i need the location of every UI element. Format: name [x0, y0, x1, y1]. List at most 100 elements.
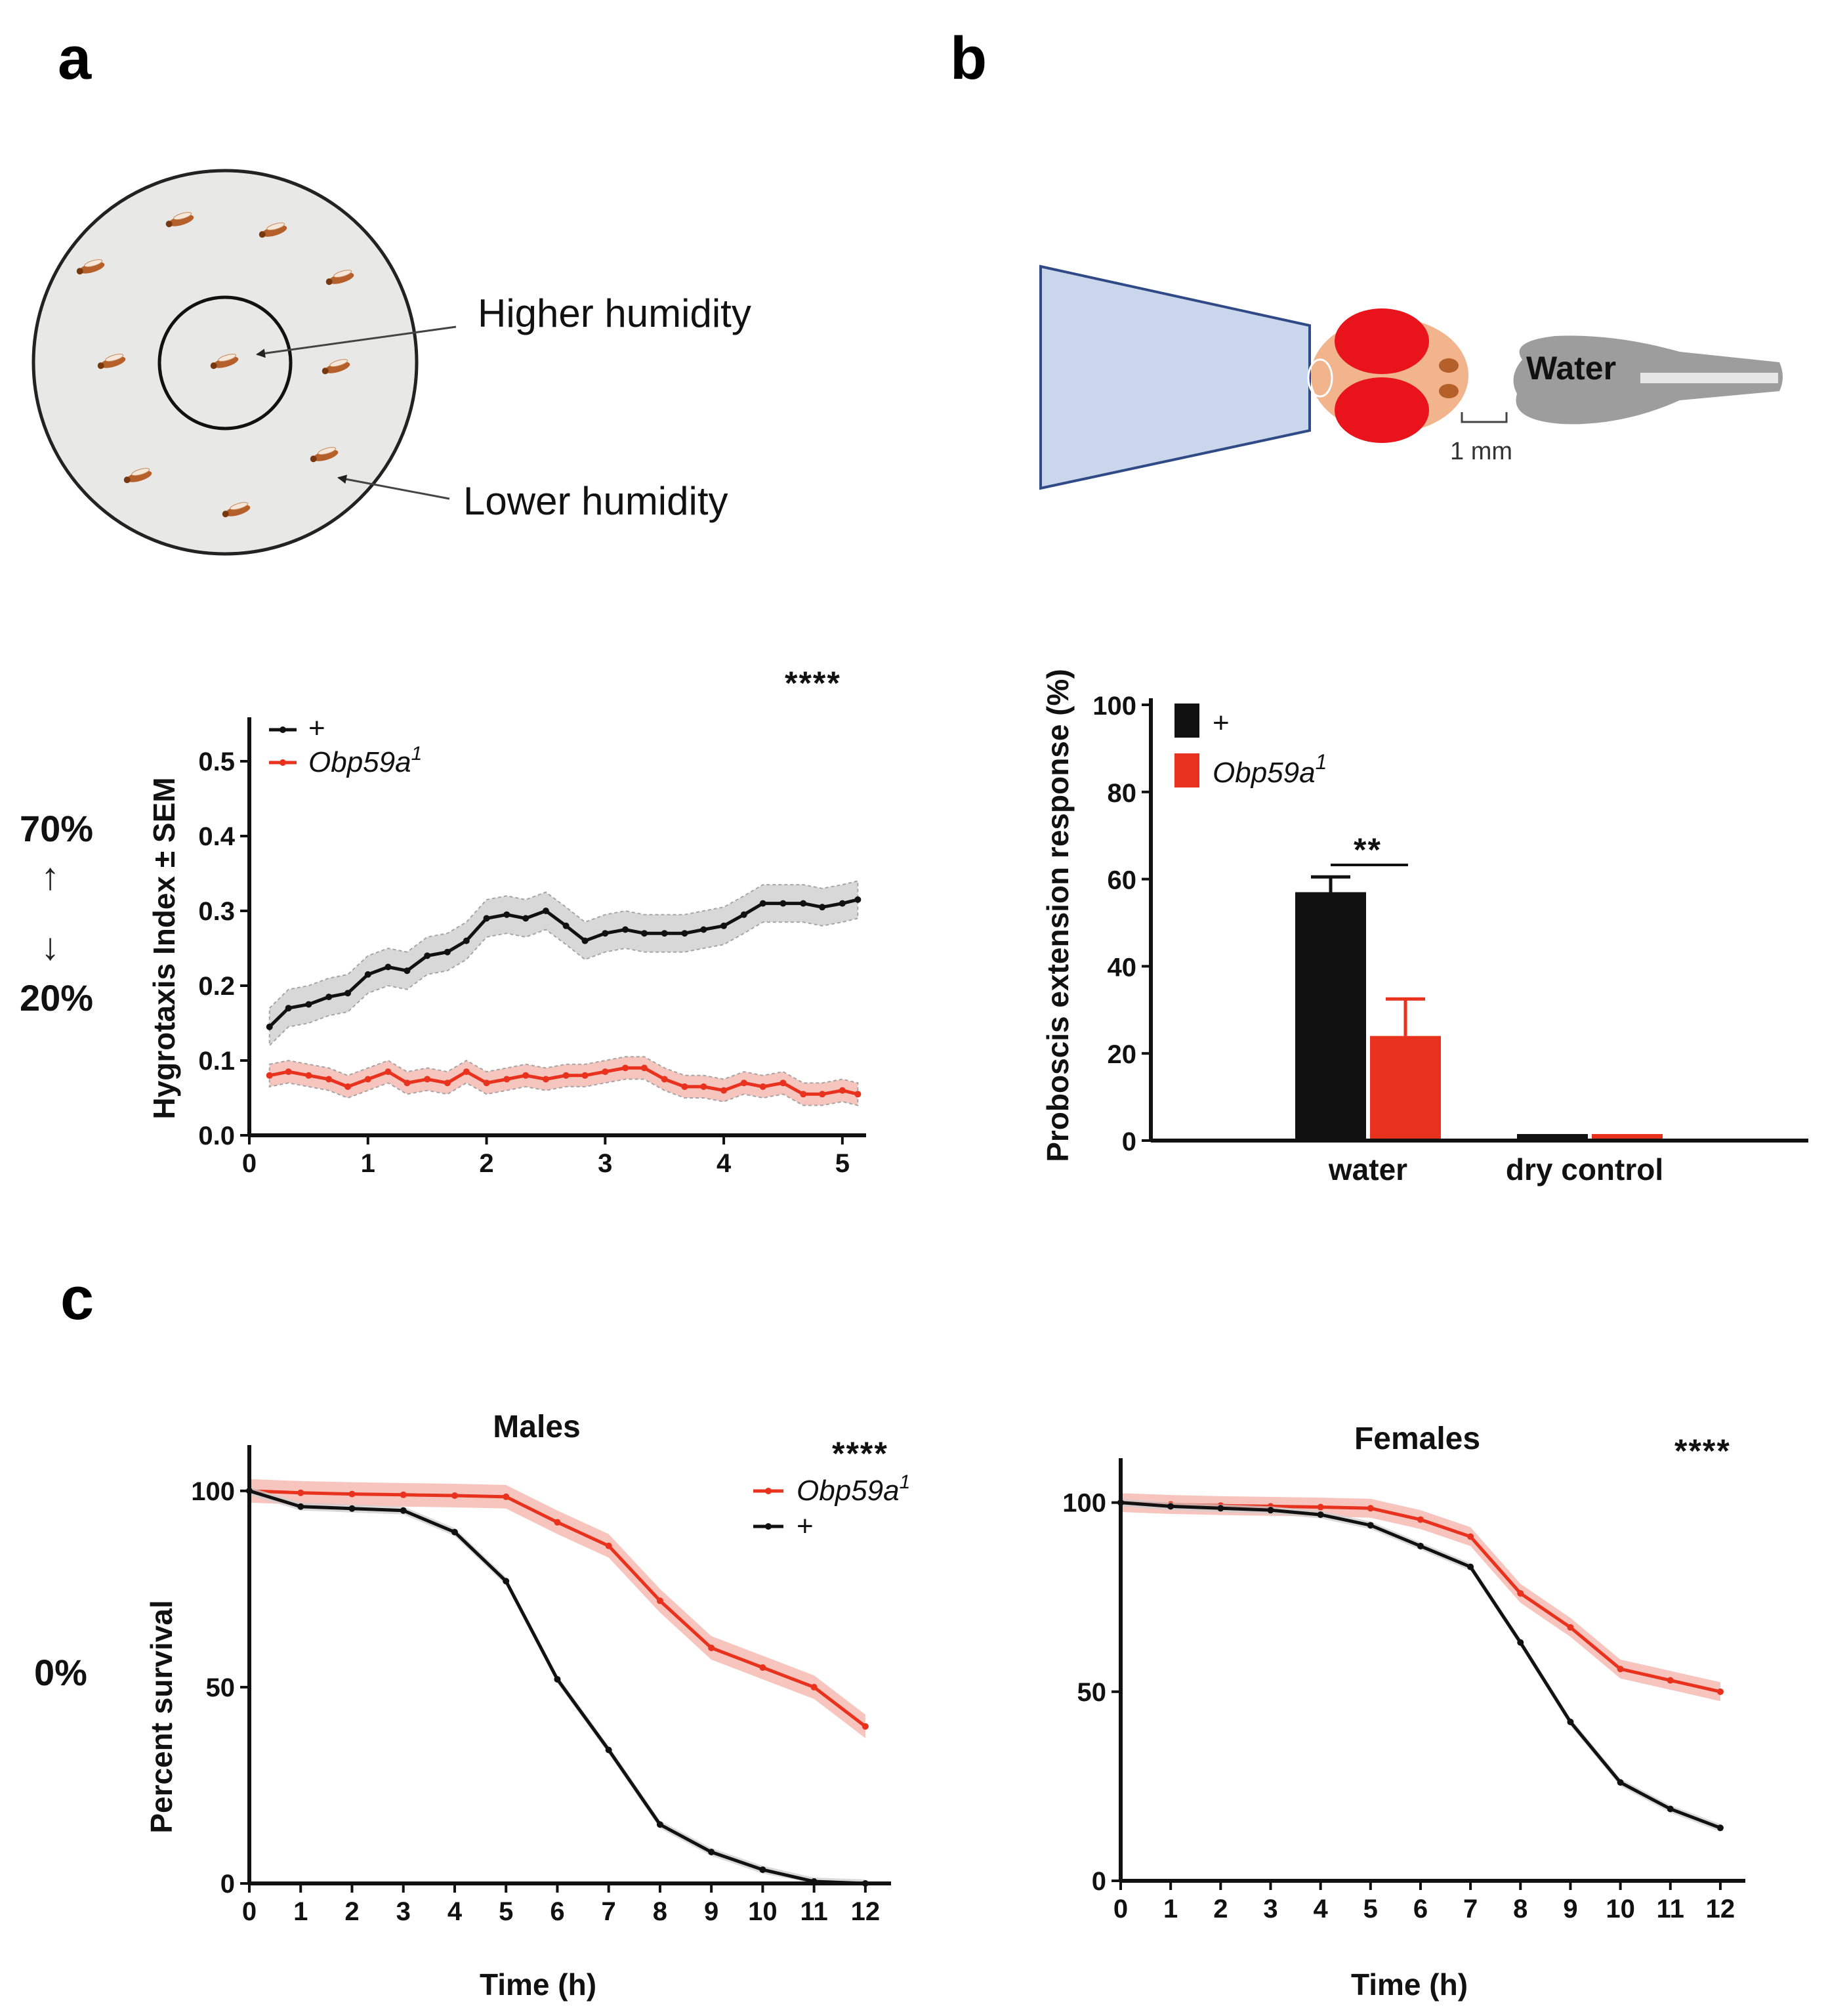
- hygro-point-control: [325, 994, 333, 1001]
- females-point-mutant: [1617, 1666, 1624, 1673]
- fly-antenna-top: [1439, 358, 1459, 373]
- fly-ocelli: [1307, 358, 1333, 398]
- males-point-mutant: [503, 1493, 510, 1500]
- per-x-tick-label: water: [1328, 1152, 1407, 1186]
- males-point-control: [759, 1866, 766, 1874]
- fly-wing: [105, 354, 124, 362]
- per-bar-chart: Proboscis extension response (%) ** + Ob…: [1041, 669, 1808, 1186]
- hygro-point-control: [424, 952, 431, 959]
- per-legend-swatch-mutant: [1174, 753, 1199, 788]
- fly-icon: [210, 354, 239, 369]
- hygro-band-a: [268, 880, 859, 1047]
- fly-wing: [131, 468, 150, 476]
- water-needle: [1640, 373, 1778, 383]
- males-point-mutant: [708, 1645, 715, 1652]
- fly-wing: [218, 354, 237, 362]
- per-bar-control: [1295, 892, 1366, 1141]
- males-x-tick-label: 0: [242, 1897, 257, 1926]
- side-arrow-up: ↑: [41, 855, 60, 898]
- females-point-control: [1517, 1639, 1524, 1646]
- higher-humidity-pointer: [256, 326, 457, 358]
- hygro-point-control: [622, 926, 629, 933]
- fly-group: [76, 212, 354, 518]
- scale-bar: [1461, 412, 1508, 423]
- stimulator-funnel: [1039, 264, 1311, 490]
- fly-body: [213, 356, 239, 368]
- hygro-y-tick-label: 0.0: [198, 1122, 235, 1150]
- males-x-tick-label: 1: [293, 1897, 308, 1926]
- females-x-tick-label: 5: [1363, 1895, 1378, 1923]
- males-title: Males: [493, 1410, 580, 1444]
- hygro-point-control: [581, 937, 589, 944]
- hygro-point-control: [720, 922, 728, 929]
- males-point-mutant: [451, 1492, 458, 1499]
- hygro-point-control: [483, 915, 490, 922]
- males-point-mutant: [656, 1597, 663, 1605]
- hygro-point-mutant: [344, 1083, 352, 1090]
- hygro-point-control: [681, 930, 688, 937]
- females-x-tick-label: 11: [1657, 1895, 1684, 1923]
- males-point-control: [554, 1675, 561, 1683]
- males-point-control: [451, 1528, 458, 1536]
- hygro-legend-dot-mutant: [280, 759, 286, 766]
- hygro-point-control: [819, 904, 826, 911]
- per-significance: **: [1354, 831, 1382, 868]
- fly-body: [79, 262, 105, 274]
- fly-icon: [76, 259, 105, 275]
- water-label: Water: [1526, 350, 1616, 387]
- females-point-control: [1467, 1563, 1474, 1570]
- hygro-point-control: [404, 967, 411, 975]
- fly-head-dot: [123, 476, 131, 484]
- males-point-mutant: [605, 1542, 612, 1549]
- hygrotaxis-chart: **** Hygrotaxis Index ± SEM + Obp59a1 0 1…: [147, 665, 866, 1178]
- males-point-control: [503, 1578, 510, 1585]
- males-x-tick-label: 3: [396, 1897, 411, 1926]
- females-point-control: [1167, 1503, 1174, 1510]
- hygro-point-control: [463, 937, 470, 944]
- lower-humidity-label: Lower humidity: [463, 479, 728, 523]
- side-label-20: 20%: [20, 977, 93, 1018]
- panel-letter-c: c: [60, 1265, 94, 1332]
- hygro-point-control: [661, 930, 668, 937]
- side-labels: 70% ↑ ↓ 20% 0%: [20, 808, 93, 1693]
- females-x-tick-label: 2: [1213, 1895, 1228, 1923]
- survival-females-chart: Females **** Time (h) 0 1 2 3 4 5 6 7 8 9 10 11 1205…: [1062, 1421, 1745, 2002]
- hygro-point-mutant: [661, 1076, 668, 1083]
- females-x-label: Time (h): [1351, 1967, 1468, 2002]
- side-label-0: 0%: [34, 1652, 87, 1693]
- hygro-point-mutant: [542, 1076, 549, 1083]
- females-x-tick-label: 4: [1314, 1895, 1329, 1923]
- males-legend-mutant: Obp59a1: [797, 1471, 910, 1507]
- females-point-control: [1267, 1507, 1274, 1514]
- hygro-point-mutant: [854, 1091, 862, 1098]
- fly-head-dot: [310, 455, 317, 463]
- males-band-a: [249, 1479, 865, 1738]
- hygro-point-mutant: [800, 1091, 807, 1098]
- females-band-a: [1121, 1493, 1720, 1702]
- females-point-mutant: [1567, 1624, 1574, 1631]
- males-point-mutant: [759, 1664, 766, 1671]
- hygro-y-tick-label: 0.2: [198, 972, 235, 1001]
- hygro-point-mutant: [463, 1068, 470, 1076]
- hygro-point-mutant: [581, 1072, 589, 1079]
- females-point-mutant: [1667, 1677, 1674, 1684]
- hygro-y-tick-label: 0.5: [198, 747, 235, 776]
- females-point-control: [1617, 1779, 1624, 1786]
- hygro-point-control: [305, 1001, 312, 1008]
- females-point-mutant: [1317, 1503, 1324, 1511]
- hygro-point-mutant: [759, 1083, 766, 1090]
- fly-icon: [325, 270, 354, 285]
- females-x-tick-label: 7: [1463, 1895, 1478, 1923]
- hygro-point-mutant: [305, 1072, 312, 1079]
- females-point-control: [1217, 1505, 1224, 1512]
- females-point-control: [1667, 1805, 1674, 1813]
- hygro-point-mutant: [681, 1083, 688, 1090]
- hygro-y-tick-label: 0.1: [198, 1047, 235, 1076]
- hygro-x-tick-label: 3: [598, 1149, 612, 1178]
- males-x-tick-label: 5: [499, 1897, 513, 1926]
- hygro-point-mutant: [740, 1080, 747, 1087]
- males-x-label: Time (h): [480, 1967, 596, 2002]
- hygro-point-mutant: [779, 1080, 787, 1087]
- per-y-tick-label: 80: [1108, 779, 1137, 808]
- fly-head-dot: [97, 362, 104, 369]
